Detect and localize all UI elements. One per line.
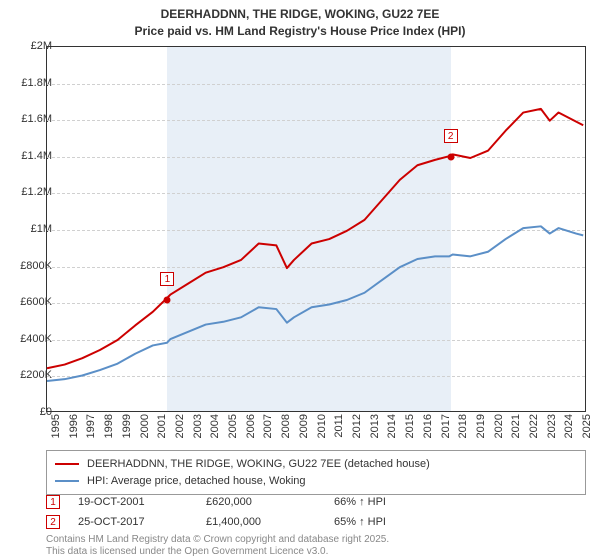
legend-swatch-hpi bbox=[55, 480, 79, 482]
x-tick-label: 2006 bbox=[245, 414, 257, 438]
x-tick-label: 2018 bbox=[457, 414, 469, 438]
sale-price: £620,000 bbox=[206, 496, 316, 508]
x-tick-label: 2003 bbox=[192, 414, 204, 438]
sale-row: 1 19-OCT-2001 £620,000 66% ↑ HPI bbox=[46, 492, 586, 512]
x-tick-label: 2004 bbox=[209, 414, 221, 438]
x-tick-label: 1998 bbox=[103, 414, 115, 438]
x-tick-label: 2020 bbox=[493, 414, 505, 438]
sale-table: 1 19-OCT-2001 £620,000 66% ↑ HPI 2 25-OC… bbox=[46, 492, 586, 532]
x-tick-label: 2024 bbox=[563, 414, 575, 438]
sale-price: £1,400,000 bbox=[206, 516, 316, 528]
marker-dot bbox=[447, 153, 454, 160]
chart-plot-area: 12 bbox=[46, 46, 586, 412]
legend-row-property: DEERHADDNN, THE RIDGE, WOKING, GU22 7EE … bbox=[55, 456, 577, 473]
x-tick-label: 1995 bbox=[50, 414, 62, 438]
x-tick-label: 2009 bbox=[298, 414, 310, 438]
x-tick-label: 2007 bbox=[262, 414, 274, 438]
chart-title: DEERHADDNN, THE RIDGE, WOKING, GU22 7EE … bbox=[0, 0, 600, 40]
footer: Contains HM Land Registry data © Crown c… bbox=[46, 534, 586, 558]
legend-label-property: DEERHADDNN, THE RIDGE, WOKING, GU22 7EE … bbox=[87, 456, 430, 473]
x-tick-label: 2014 bbox=[386, 414, 398, 438]
x-tick-label: 1997 bbox=[85, 414, 97, 438]
x-tick-label: 2022 bbox=[528, 414, 540, 438]
series-line-hpi bbox=[47, 226, 583, 381]
sale-marker-2: 2 bbox=[46, 515, 60, 529]
footer-line2: This data is licensed under the Open Gov… bbox=[46, 546, 586, 558]
x-tick-label: 2021 bbox=[510, 414, 522, 438]
x-tick-label: 2011 bbox=[333, 414, 345, 438]
series-line-property bbox=[47, 109, 583, 368]
title-line2: Price paid vs. HM Land Registry's House … bbox=[0, 23, 600, 40]
footer-line1: Contains HM Land Registry data © Crown c… bbox=[46, 534, 586, 546]
legend: DEERHADDNN, THE RIDGE, WOKING, GU22 7EE … bbox=[46, 450, 586, 495]
x-tick-label: 2013 bbox=[369, 414, 381, 438]
sale-date: 19-OCT-2001 bbox=[78, 496, 188, 508]
x-tick-label: 2017 bbox=[440, 414, 452, 438]
x-tick-label: 2015 bbox=[404, 414, 416, 438]
legend-row-hpi: HPI: Average price, detached house, Woki… bbox=[55, 473, 577, 490]
sale-pct: 66% ↑ HPI bbox=[334, 496, 424, 508]
sale-row: 2 25-OCT-2017 £1,400,000 65% ↑ HPI bbox=[46, 512, 586, 532]
x-tick-label: 2010 bbox=[316, 414, 328, 438]
legend-label-hpi: HPI: Average price, detached house, Woki… bbox=[87, 473, 306, 490]
x-tick-label: 1999 bbox=[121, 414, 133, 438]
x-tick-label: 2019 bbox=[475, 414, 487, 438]
x-tick-label: 2025 bbox=[581, 414, 593, 438]
x-tick-label: 2000 bbox=[139, 414, 151, 438]
x-tick-label: 2001 bbox=[156, 414, 168, 438]
x-tick-label: 1996 bbox=[68, 414, 80, 438]
x-tick-label: 2008 bbox=[280, 414, 292, 438]
x-tick-label: 2016 bbox=[422, 414, 434, 438]
sale-marker-1: 1 bbox=[46, 495, 60, 509]
legend-swatch-property bbox=[55, 463, 79, 465]
sale-pct: 65% ↑ HPI bbox=[334, 516, 424, 528]
x-tick-label: 2002 bbox=[174, 414, 186, 438]
x-tick-label: 2012 bbox=[351, 414, 363, 438]
series-lines bbox=[47, 47, 585, 411]
sale-date: 25-OCT-2017 bbox=[78, 516, 188, 528]
x-tick-label: 2023 bbox=[546, 414, 558, 438]
x-tick-label: 2005 bbox=[227, 414, 239, 438]
marker-dot bbox=[164, 296, 171, 303]
title-line1: DEERHADDNN, THE RIDGE, WOKING, GU22 7EE bbox=[0, 6, 600, 23]
marker-box: 2 bbox=[444, 129, 458, 143]
marker-box: 1 bbox=[160, 272, 174, 286]
